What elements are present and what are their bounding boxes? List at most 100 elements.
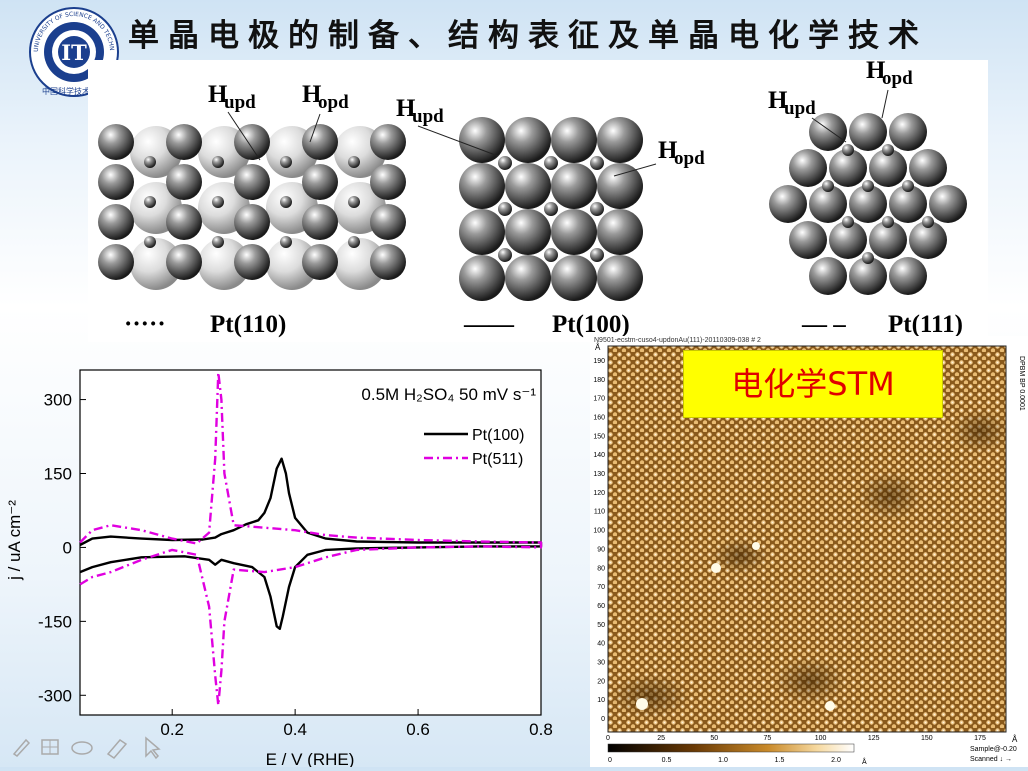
stm-y-tick-label: 90 — [597, 546, 605, 553]
pt100-atom — [459, 163, 505, 209]
svg-text:H: H — [658, 137, 678, 164]
pt110-hydrogen-atom — [348, 236, 360, 248]
pt110-subsurface-atom — [334, 238, 386, 290]
pt110-surface-atom — [302, 124, 338, 160]
pt100-atom — [597, 163, 643, 209]
pt110-structure — [98, 124, 406, 290]
stm-y-tick-label: 140 — [593, 452, 605, 459]
legend-label-pt100: Pt(100) — [472, 427, 524, 444]
pt111-line-style: — – — [801, 311, 846, 338]
stm-y-unit: Å — [595, 343, 601, 352]
pt110-surface-atom — [166, 124, 202, 160]
pt110-hupd-label: H upd — [208, 81, 261, 161]
pt100-atom — [505, 255, 551, 301]
pt100-atom — [505, 117, 551, 163]
pt100-hydrogen-atom — [498, 202, 512, 216]
pt100-label: Pt(100) — [552, 311, 630, 338]
pt111-atom — [849, 257, 887, 295]
pt111-hopd-label: H opd — [866, 57, 913, 119]
pt111-atom — [769, 185, 807, 223]
stm-x-tick-label: 100 — [815, 735, 827, 742]
pt111-atom — [849, 185, 887, 223]
stm-y-tick-label: 120 — [593, 490, 605, 497]
pt111-hydrogen-atom — [842, 144, 854, 156]
pointer-icon[interactable] — [145, 736, 161, 760]
stm-colorbar-ticks: 0 0.5 1.0 1.5 2.0 — [608, 757, 841, 764]
y-tick-label: 0 — [63, 538, 72, 557]
pt110-hydrogen-atom — [280, 156, 292, 168]
pt111-atom — [789, 149, 827, 187]
pt100-atom — [551, 255, 597, 301]
svg-text:H: H — [396, 95, 416, 122]
pt110-surface-atom — [166, 244, 202, 280]
pt111-atom — [809, 257, 847, 295]
pt111-atom — [829, 149, 867, 187]
slide-grid-icon[interactable] — [41, 739, 59, 755]
pt100-hydrogen-atom — [498, 156, 512, 170]
svg-text:H: H — [302, 81, 322, 108]
stm-caption-box: 电化学STM — [683, 350, 943, 418]
pt111-atom — [909, 149, 947, 187]
pt110-surface-atom — [302, 204, 338, 240]
pt110-hydrogen-atom — [348, 156, 360, 168]
stm-colorbar-tick-label: 1.0 — [718, 757, 728, 764]
legend: Pt(100) Pt(511) — [424, 427, 524, 468]
pt110-surface-atom — [370, 204, 406, 240]
pt111-atom — [789, 221, 827, 259]
logo-mark: IT — [61, 40, 87, 65]
eraser-icon[interactable] — [71, 741, 93, 755]
pt111-hydrogen-atom — [842, 216, 854, 228]
pt110-hydrogen-atom — [280, 236, 292, 248]
stm-colorbar-tick-label: 1.5 — [775, 757, 785, 764]
pt110-surface-atom — [98, 124, 134, 160]
stm-x-unit: Å — [1012, 735, 1018, 744]
svg-text:H: H — [208, 81, 228, 108]
stm-y-axis: 1901801701601501401301201101009080706050… — [593, 358, 605, 723]
pt100-hydrogen-atom — [544, 248, 558, 262]
stm-y-tick-label: 0 — [601, 716, 605, 723]
stm-y-tick-label: 130 — [593, 471, 605, 478]
pt110-hydrogen-atom — [212, 196, 224, 208]
stm-side-text: DPBM BP 0.0001 — [1018, 356, 1025, 411]
pt111-atom — [809, 185, 847, 223]
pt110-surface-atom — [370, 124, 406, 160]
pt111-atom — [929, 185, 967, 223]
stm-colorbar-tick-label: 2.0 — [831, 757, 841, 764]
stm-y-tick-label: 40 — [597, 641, 605, 648]
series-pt511 — [79, 371, 543, 707]
stm-x-tick-label: 25 — [657, 735, 665, 742]
pt111-atom — [889, 113, 927, 151]
pt111-hydrogen-atom — [922, 216, 934, 228]
pt100-atom — [551, 209, 597, 255]
highlighter-icon[interactable] — [106, 739, 128, 759]
stm-y-tick-label: 150 — [593, 433, 605, 440]
pen-icon[interactable] — [12, 738, 31, 757]
pt111-atom — [849, 113, 887, 151]
pt110-hydrogen-atom — [144, 156, 156, 168]
stm-y-tick-label: 80 — [597, 565, 605, 572]
svg-text:H: H — [866, 60, 886, 84]
stm-sample-text: Sample@-0.20 — [970, 746, 1017, 753]
pt110-hydrogen-atom — [280, 196, 292, 208]
svg-text:H: H — [768, 87, 788, 114]
pt110-surface-atom — [98, 164, 134, 200]
pt100-structure — [459, 117, 643, 301]
x-tick-label: 0.8 — [529, 720, 553, 739]
pt111-atom — [869, 149, 907, 187]
stm-x-tick-label: 50 — [710, 735, 718, 742]
pt111-atom — [869, 221, 907, 259]
pt110-surface-atom — [166, 164, 202, 200]
pt100-atom — [459, 209, 505, 255]
structures-svg: H upd H opd H upd H opd H upd H opd — [98, 57, 967, 338]
svg-text:upd: upd — [412, 106, 444, 127]
y-tick-label: -300 — [38, 686, 72, 705]
pt110-label: Pt(110) — [210, 311, 286, 338]
pt110-hydrogen-atom — [212, 236, 224, 248]
pt111-structure — [769, 113, 967, 295]
stm-y-tick-label: 60 — [597, 603, 605, 610]
pt110-surface-atom — [98, 244, 134, 280]
pt111-atom — [829, 221, 867, 259]
pt111-hydrogen-atom — [862, 252, 874, 264]
y-tick-label: 300 — [44, 391, 72, 410]
pt110-surface-atom — [166, 204, 202, 240]
